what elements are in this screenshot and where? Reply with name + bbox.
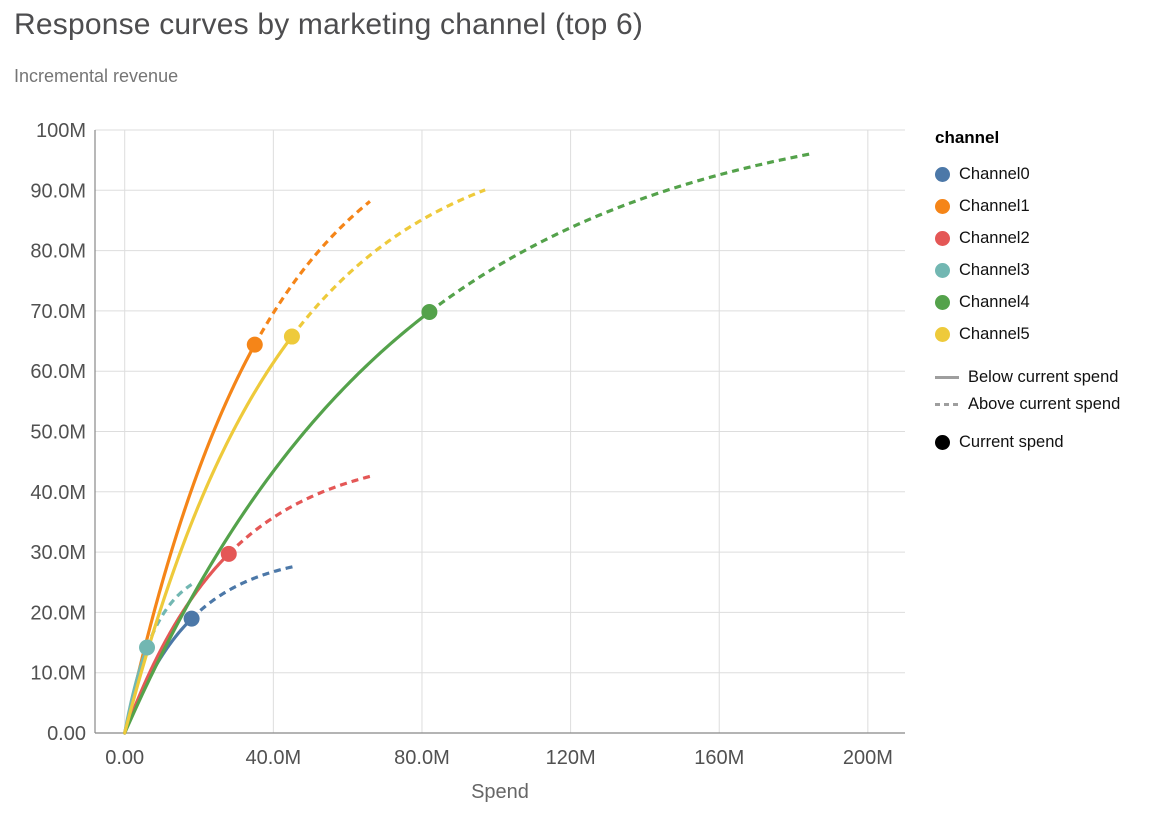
current-spend-marker-channel0 (183, 610, 200, 627)
legend-item-channel1: Channel1 (935, 190, 1160, 222)
x-tick-label: 160M (694, 747, 744, 769)
y-tick-label: 40.0M (30, 482, 86, 504)
legend-linestyle-solid: Below current spend (935, 364, 1160, 391)
legend-item-label: Channel1 (959, 196, 1030, 215)
curve-below-current-channel1 (123, 343, 257, 735)
response-curves-chart: 0.00 10.0M 20.0M 30.0M 40.0M 50.0M 60.0M 70.0M 8… (30, 120, 905, 803)
curve-above-current-channel2 (227, 474, 371, 555)
y-tick-label: 50.0M (30, 422, 86, 444)
curve-above-current-channel1 (253, 200, 371, 346)
curve-above-current-channel5 (290, 188, 486, 338)
current-spend-marker-channel5 (283, 328, 300, 345)
legend-item-channel2: Channel2 (935, 222, 1160, 254)
y-tick-label: 60.0M (30, 361, 86, 383)
x-tick-label: 40.0M (246, 747, 302, 769)
y-tick-label: 70.0M (30, 301, 86, 323)
x-tick-label: 120M (546, 747, 596, 769)
legend-color-dot (935, 230, 950, 246)
legend-item-label: Channel5 (959, 324, 1030, 343)
y-tick-label: 20.0M (30, 602, 86, 624)
current-spend-marker-channel4 (421, 304, 438, 321)
y-tick-label: 30.0M (30, 542, 86, 564)
dashed-line-swatch (935, 403, 959, 406)
current-spend-marker-channel1 (246, 336, 263, 353)
y-tick-label: 100M (36, 120, 86, 142)
y-tick-label: 10.0M (30, 663, 86, 685)
curve-above-current-channel4 (428, 152, 813, 314)
legend-item-label: Channel0 (959, 164, 1030, 183)
legend-color-dot (935, 198, 950, 214)
curve-below-current-channel4 (123, 310, 431, 735)
legend-current-spend-label: Current spend (959, 432, 1064, 451)
y-tick-label: 0.00 (47, 723, 86, 745)
legend-item-channel0: Channel0 (935, 158, 1160, 190)
curve-above-current-channel0 (190, 564, 296, 620)
legend-color-dot (935, 166, 950, 182)
current-spend-dot-swatch (935, 434, 950, 450)
x-axis-title: Spend (471, 781, 529, 803)
legend-item-channel5: Channel5 (935, 318, 1160, 350)
legend-item-label: Channel4 (959, 292, 1030, 311)
x-tick-label: 80.0M (394, 747, 450, 769)
legend-item-channel4: Channel4 (935, 286, 1160, 318)
curve-below-current-channel5 (123, 334, 294, 735)
x-tick-label: 0.00 (105, 747, 144, 769)
legend-linestyle-label: Below current spend (968, 368, 1119, 386)
current-spend-marker-channel2 (220, 545, 237, 562)
legend-item-label: Channel2 (959, 228, 1030, 247)
y-tick-label: 80.0M (30, 241, 86, 263)
legend-item-channel3: Channel3 (935, 254, 1160, 286)
solid-line-swatch (935, 376, 959, 379)
chart-subtitle: Incremental revenue (14, 66, 179, 86)
legend-item-label: Channel3 (959, 260, 1030, 279)
x-tick-label: 200M (843, 747, 893, 769)
legend-color-dot (935, 262, 950, 278)
legend-linestyle-label: Above current spend (968, 395, 1121, 413)
chart-plot-area: 0.00 10.0M 20.0M 30.0M 40.0M 50.0M 60.0M 70.0M 8… (0, 105, 912, 810)
current-spend-marker-channel3 (139, 639, 156, 656)
legend-current-spend: Current spend (935, 426, 1160, 458)
curve-below-current-channel0 (123, 617, 194, 735)
chart-title: Response curves by marketing channel (to… (14, 8, 644, 41)
chart-legend: channel Channel0 Channel1 Channel2 Channel3 C… (935, 128, 1160, 458)
curve-below-current-channel2 (123, 552, 231, 735)
legend-title: channel (935, 128, 1000, 147)
legend-color-dot (935, 294, 950, 310)
legend-color-dot (935, 326, 950, 342)
y-tick-label: 90.0M (30, 180, 86, 202)
legend-linestyle-dashed: Above current spend (935, 391, 1160, 418)
